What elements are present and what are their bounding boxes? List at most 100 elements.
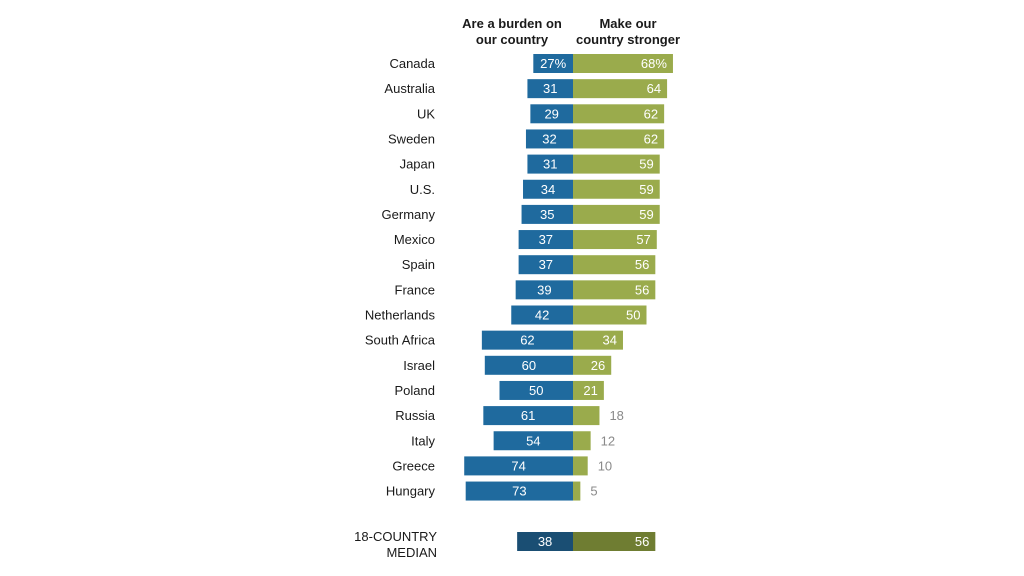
series-header-stronger-line2: country stronger — [576, 32, 680, 47]
value-label-stronger: 62 — [644, 131, 658, 146]
row-uk: UK 29 62 — [417, 104, 665, 124]
bar-burden-netherlands — [511, 305, 573, 325]
bar-stronger-greece — [573, 456, 588, 476]
value-label-stronger: 12 — [601, 433, 615, 448]
bar-burden-greece — [464, 456, 573, 476]
category-label: Germany — [382, 207, 436, 222]
value-label-burden: 37 — [539, 232, 553, 247]
category-label: Canada — [389, 56, 435, 71]
bar-burden-south-africa — [481, 330, 573, 350]
bar-stronger-japan — [573, 154, 660, 174]
row-japan: Japan 31 59 — [400, 154, 660, 174]
bar-stronger-hungary — [573, 481, 581, 501]
value-label-stronger: 18 — [609, 408, 623, 423]
category-label: Italy — [411, 433, 435, 448]
value-label-stronger: 10 — [598, 458, 612, 473]
bar-stronger-australia — [573, 79, 668, 99]
bar-burden-japan — [527, 154, 573, 174]
row-france: France 39 56 — [395, 280, 656, 300]
median-label-line1: 18-COUNTRY — [354, 529, 437, 544]
bar-stronger-uk — [573, 104, 665, 124]
value-label-stronger: 62 — [644, 106, 658, 121]
category-label: Netherlands — [365, 308, 436, 323]
category-label: Hungary — [386, 484, 436, 499]
value-label-burden: 31 — [543, 81, 557, 96]
value-label-burden: 60 — [522, 358, 536, 373]
value-label-burden: 42 — [535, 308, 549, 323]
bar-burden-italy — [493, 431, 573, 451]
value-label-stronger: 34 — [603, 333, 617, 348]
category-label: UK — [417, 106, 435, 121]
value-label-median-burden: 38 — [538, 534, 552, 549]
category-label: Greece — [392, 458, 435, 473]
category-label: Japan — [400, 157, 435, 172]
value-label-stronger: 64 — [647, 81, 661, 96]
row-israel: Israel 60 26 — [403, 355, 612, 375]
bar-burden-hungary — [465, 481, 573, 501]
value-label-burden: 74 — [511, 458, 525, 473]
row-greece: Greece 74 10 — [392, 456, 612, 476]
bar-burden-russia — [483, 406, 573, 426]
bar-stronger-germany — [573, 204, 660, 224]
category-label: Mexico — [394, 232, 435, 247]
bar-burden-uk — [530, 104, 573, 124]
row-sweden: Sweden 32 62 — [388, 129, 665, 149]
value-label-stronger: 26 — [591, 358, 605, 373]
bar-stronger-u-s — [573, 179, 660, 199]
row-mexico: Mexico 37 57 — [394, 230, 657, 250]
series-header-burden-line2: our country — [476, 32, 549, 47]
value-label-stronger: 56 — [635, 257, 649, 272]
bar-stronger-mexico — [573, 230, 657, 250]
value-label-burden: 37 — [539, 257, 553, 272]
value-label-burden: 62 — [520, 333, 534, 348]
row-spain: Spain 37 56 — [402, 255, 656, 275]
value-label-stronger: 57 — [636, 232, 650, 247]
value-label-stronger: 5 — [590, 484, 597, 499]
value-label-burden: 73 — [512, 484, 526, 499]
median-label-line2: MEDIAN — [386, 545, 437, 560]
value-label-burden: 32 — [542, 131, 556, 146]
value-label-stronger: 59 — [639, 157, 653, 172]
row-australia: Australia 31 64 — [384, 79, 668, 99]
value-label-stronger: 21 — [583, 383, 597, 398]
bar-burden-poland — [499, 380, 573, 400]
bar-stronger-canada — [573, 54, 673, 73]
row-netherlands: Netherlands 42 50 — [365, 305, 647, 325]
bar-burden-sweden — [525, 129, 573, 149]
bar-stronger-spain — [573, 255, 656, 275]
bar-stronger-france — [573, 280, 656, 300]
bar-burden-mexico — [518, 230, 573, 250]
bar-burden-australia — [527, 79, 573, 99]
row-russia: Russia 61 18 — [395, 406, 624, 426]
bar-stronger-poland — [573, 380, 604, 400]
value-label-burden: 35 — [540, 207, 554, 222]
row-u-s: U.S. 34 59 — [410, 179, 660, 199]
bar-stronger-russia — [573, 406, 600, 426]
category-label: U.S. — [410, 182, 435, 197]
value-label-burden: 27% — [540, 56, 566, 71]
series-header-burden-line1: Are a burden on — [462, 16, 562, 31]
bar-burden-france — [515, 280, 573, 300]
value-label-stronger: 68% — [641, 56, 667, 71]
value-label-burden: 31 — [543, 157, 557, 172]
bar-stronger-italy — [573, 431, 591, 451]
value-label-stronger: 56 — [635, 282, 649, 297]
value-label-stronger: 50 — [626, 308, 640, 323]
bar-burden-germany — [521, 204, 573, 224]
category-label: France — [395, 282, 435, 297]
category-label: South Africa — [365, 333, 436, 348]
category-label: Spain — [402, 257, 435, 272]
bar-burden-canada — [533, 54, 573, 73]
bar-burden-israel — [484, 355, 573, 375]
bar-stronger-netherlands — [573, 305, 647, 325]
row-italy: Italy 54 12 — [411, 431, 615, 451]
bar-median-stronger — [573, 532, 656, 551]
value-label-burden: 34 — [541, 182, 555, 197]
value-label-stronger: 59 — [639, 207, 653, 222]
series-header-stronger-line1: Make our — [599, 16, 656, 31]
bar-burden-spain — [518, 255, 573, 275]
value-label-burden: 54 — [526, 433, 540, 448]
value-label-burden: 39 — [537, 282, 551, 297]
value-label-median-stronger: 56 — [635, 534, 649, 549]
